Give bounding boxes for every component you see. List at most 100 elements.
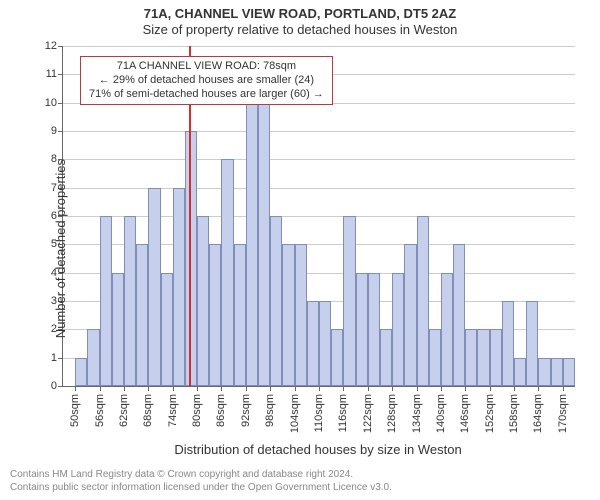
histogram-bar [319,301,331,386]
xtick-mark [75,386,76,391]
histogram-bar [258,103,270,386]
xtick-mark [319,386,320,391]
footer-line-1: Contains HM Land Registry data © Crown c… [10,469,392,482]
xtick-label: 56sqm [94,394,106,427]
xtick-label: 164sqm [532,394,544,433]
gridline [63,159,575,160]
xtick-label: 140sqm [435,394,447,433]
histogram-bar [197,216,209,386]
xtick-mark [173,386,174,391]
histogram-bar [209,244,221,386]
xtick-mark [441,386,442,391]
xtick-mark [148,386,149,391]
chart-container: 71A, CHANNEL VIEW ROAD, PORTLAND, DT5 2A… [0,0,600,500]
xtick-label: 50sqm [69,394,81,427]
x-axis-label: Distribution of detached houses by size … [174,442,461,457]
xtick-label: 74sqm [167,394,179,427]
xtick-mark [465,386,466,391]
footer: Contains HM Land Registry data © Crown c… [10,469,392,494]
histogram-bar [173,188,185,386]
histogram-bar [526,301,538,386]
xtick-mark [270,386,271,391]
xtick-label: 68sqm [142,394,154,427]
info-line-3: 71% of semi-detached houses are larger (… [89,88,324,102]
histogram-bar [502,301,514,386]
xtick-mark [417,386,418,391]
xtick-label: 158sqm [508,394,520,433]
ytick-label: 1 [51,352,57,364]
xtick-mark [538,386,539,391]
footer-line-2: Contains public sector information licen… [10,482,392,495]
xtick-label: 116sqm [337,394,349,432]
xtick-mark [197,386,198,391]
histogram-bar [514,358,526,386]
histogram-bar [356,273,368,386]
y-axis-label: Number of detached properties [53,159,68,338]
histogram-bar [331,329,343,386]
xtick-mark [392,386,393,391]
xtick-label: 86sqm [215,394,227,427]
ytick-mark [58,131,63,132]
histogram-bar [136,244,148,386]
ytick-label: 12 [45,40,57,52]
histogram-bar [477,329,489,386]
xtick-mark [295,386,296,391]
gridline [63,131,575,132]
histogram-bar [490,329,502,386]
xtick-mark [514,386,515,391]
xtick-mark [246,386,247,391]
xtick-mark [368,386,369,391]
ytick-mark [58,74,63,75]
histogram-bar [453,244,465,386]
histogram-bar [307,301,319,386]
gridline [63,188,575,189]
histogram-bar [295,244,307,386]
histogram-bar [234,244,246,386]
xtick-mark [221,386,222,391]
histogram-bar [221,159,233,386]
histogram-bar [246,103,258,386]
xtick-label: 134sqm [411,394,423,433]
chart-subtitle: Size of property relative to detached ho… [0,21,600,37]
histogram-bar [563,358,575,386]
xtick-mark [343,386,344,391]
xtick-label: 146sqm [459,394,471,433]
histogram-bar [270,216,282,386]
gridline [63,216,575,217]
histogram-bar [343,216,355,386]
info-box: 71A CHANNEL VIEW ROAD: 78sqm ← 29% of de… [80,56,333,105]
histogram-bar [185,131,197,386]
ytick-mark [58,46,63,47]
gridline [63,46,575,47]
histogram-bar [417,216,429,386]
xtick-label: 80sqm [191,394,203,427]
histogram-bar [441,273,453,386]
histogram-bar [465,329,477,386]
ytick-label: 10 [45,97,57,109]
histogram-bar [551,358,563,386]
xtick-label: 170sqm [557,394,569,433]
histogram-bar [538,358,550,386]
xtick-label: 110sqm [313,394,325,432]
ytick-label: 11 [46,68,57,80]
histogram-bar [368,273,380,386]
xtick-label: 128sqm [386,394,398,433]
xtick-mark [490,386,491,391]
ytick-label: 9 [51,125,57,137]
histogram-bar [380,329,392,386]
ytick-mark [58,103,63,104]
ytick-mark [58,358,63,359]
xtick-label: 152sqm [484,394,496,433]
histogram-bar [404,244,416,386]
histogram-bar [75,358,87,386]
xtick-label: 98sqm [264,394,276,427]
histogram-bar [100,216,112,386]
xtick-label: 122sqm [362,394,374,433]
info-line-2: ← 29% of detached houses are smaller (24… [89,74,324,88]
xtick-mark [563,386,564,391]
histogram-bar [112,273,124,386]
xtick-label: 104sqm [289,394,301,433]
xtick-label: 62sqm [118,394,130,427]
chart-title: 71A, CHANNEL VIEW ROAD, PORTLAND, DT5 2A… [0,0,600,21]
histogram-bar [161,273,173,386]
